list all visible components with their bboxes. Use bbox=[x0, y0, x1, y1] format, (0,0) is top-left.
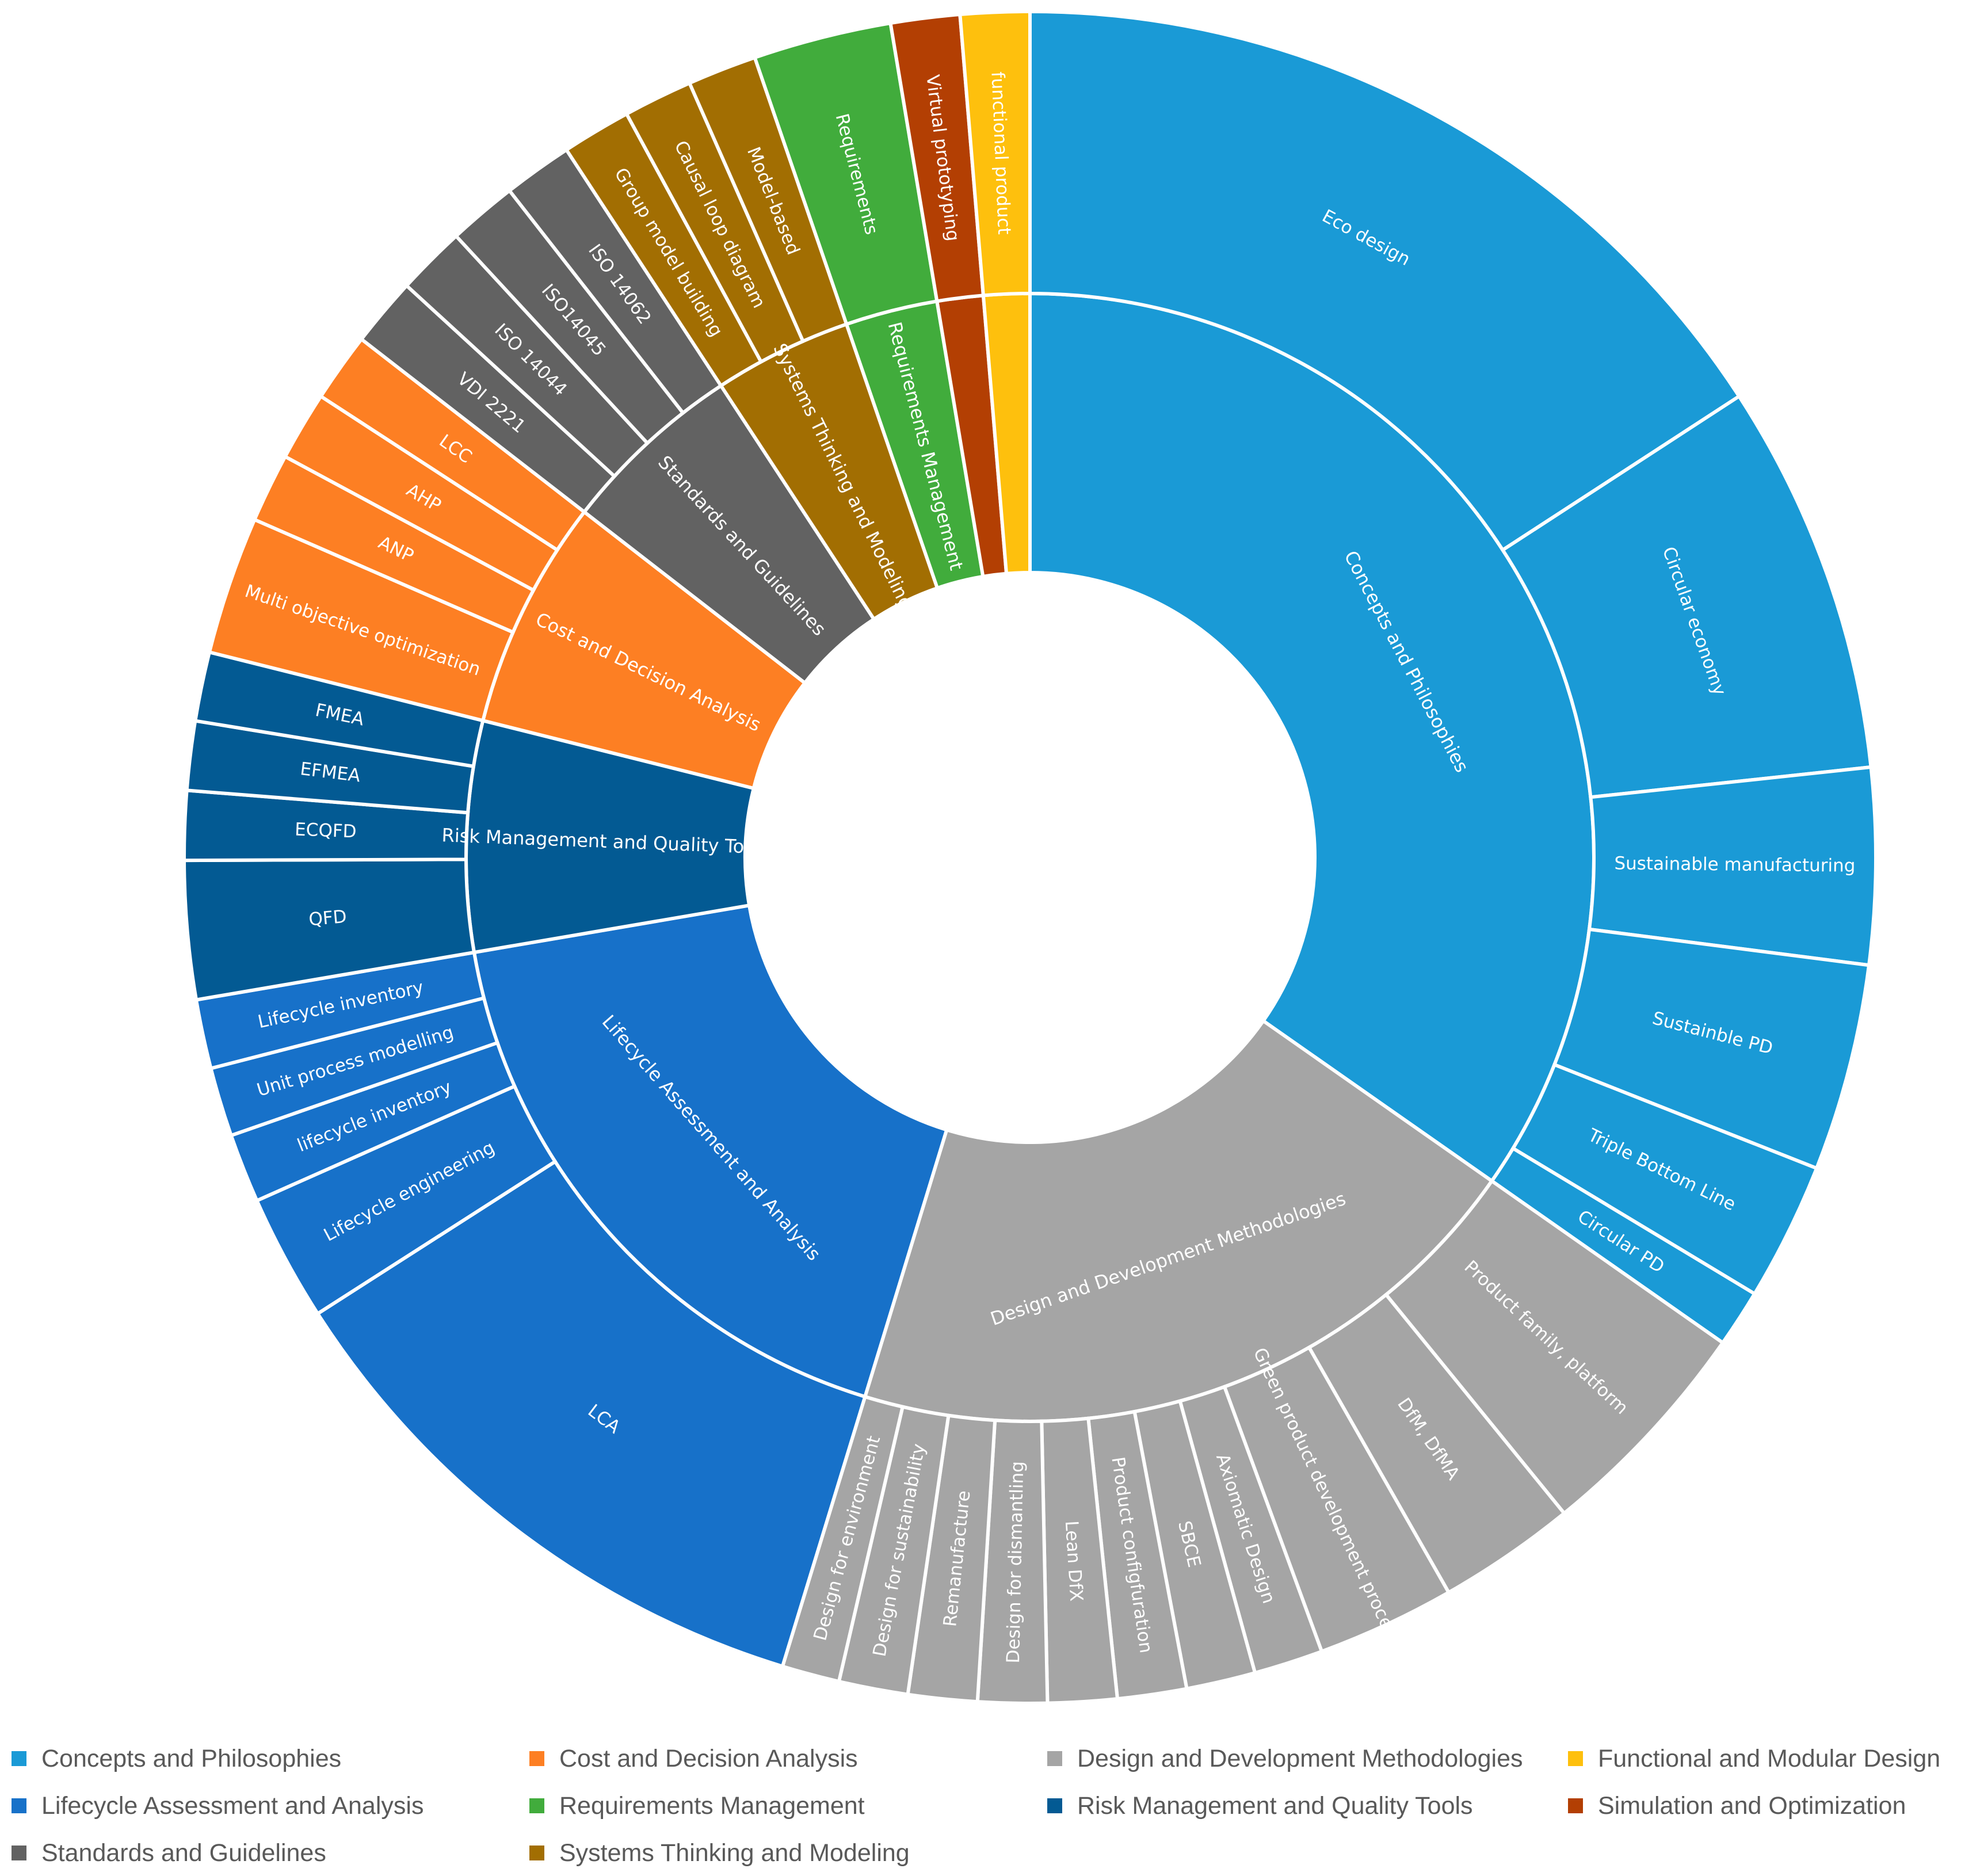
legend-label: Standards and Guidelines bbox=[41, 1839, 326, 1867]
outer-label-ecqfd: ECQFD bbox=[295, 819, 357, 842]
legend-item-cost-and-decision-analysis[interactable]: Cost and Decision Analysis bbox=[529, 1744, 1047, 1774]
legend-item-systems-thinking-and-modeling[interactable]: Systems Thinking and Modeling bbox=[529, 1838, 1047, 1868]
legend-label: Simulation and Optimization bbox=[1598, 1791, 1906, 1820]
legend-label: Requirements Management bbox=[559, 1791, 865, 1820]
legend-swatch bbox=[12, 1798, 26, 1813]
chart-legend: Concepts and Philosophies Cost and Decisi… bbox=[12, 1744, 1956, 1868]
outer-label-qfd: QFD bbox=[308, 906, 348, 931]
legend-item-simulation-and-optimization[interactable]: Simulation and Optimization bbox=[1568, 1791, 1956, 1821]
legend-label: Concepts and Philosophies bbox=[41, 1744, 342, 1772]
legend-item-standards-and-guidelines[interactable]: Standards and Guidelines bbox=[12, 1838, 529, 1868]
outer-segment-functional-product[interactable] bbox=[958, 9, 1032, 298]
outer-segment-lca[interactable] bbox=[315, 1159, 868, 1669]
outer-segment-eco-design[interactable] bbox=[1028, 9, 1742, 552]
legend-label: Cost and Decision Analysis bbox=[559, 1744, 858, 1772]
legend-swatch bbox=[1047, 1751, 1062, 1766]
legend-item-functional-and-modular-design[interactable]: Functional and Modular Design bbox=[1568, 1744, 1956, 1774]
legend-item-design-and-development-methodologies[interactable]: Design and Development Methodologies bbox=[1047, 1744, 1568, 1774]
legend-swatch bbox=[12, 1846, 26, 1860]
legend-swatch bbox=[1568, 1798, 1583, 1813]
legend-swatch bbox=[1047, 1798, 1062, 1813]
legend-item-requirements-management[interactable]: Requirements Management bbox=[529, 1791, 1047, 1821]
outer-label-sustainable-manufacturing: Sustainable manufacturing bbox=[1614, 853, 1855, 876]
outer-label-design-for-dismantling: Design for dismantling bbox=[1003, 1461, 1028, 1664]
outer-label-lean-dfx: Lean DfX bbox=[1061, 1520, 1087, 1602]
legend-label: Functional and Modular Design bbox=[1598, 1744, 1941, 1772]
legend-swatch bbox=[1568, 1751, 1583, 1766]
legend-label: Design and Development Methodologies bbox=[1077, 1744, 1523, 1772]
legend-item-risk-management-and-quality-tools[interactable]: Risk Management and Quality Tools bbox=[1047, 1791, 1568, 1821]
legend-item-lifecycle-assessment-and-analysis[interactable]: Lifecycle Assessment and Analysis bbox=[12, 1791, 529, 1821]
legend-swatch bbox=[529, 1751, 544, 1766]
legend-label: Risk Management and Quality Tools bbox=[1077, 1791, 1473, 1820]
legend-swatch bbox=[12, 1751, 26, 1766]
legend-label: Lifecycle Assessment and Analysis bbox=[41, 1791, 424, 1820]
legend-swatch bbox=[529, 1846, 544, 1860]
legend-item-concepts-and-philosophies[interactable]: Concepts and Philosophies bbox=[12, 1744, 529, 1774]
legend-label: Systems Thinking and Modeling bbox=[559, 1839, 910, 1867]
legend-swatch bbox=[529, 1798, 544, 1813]
